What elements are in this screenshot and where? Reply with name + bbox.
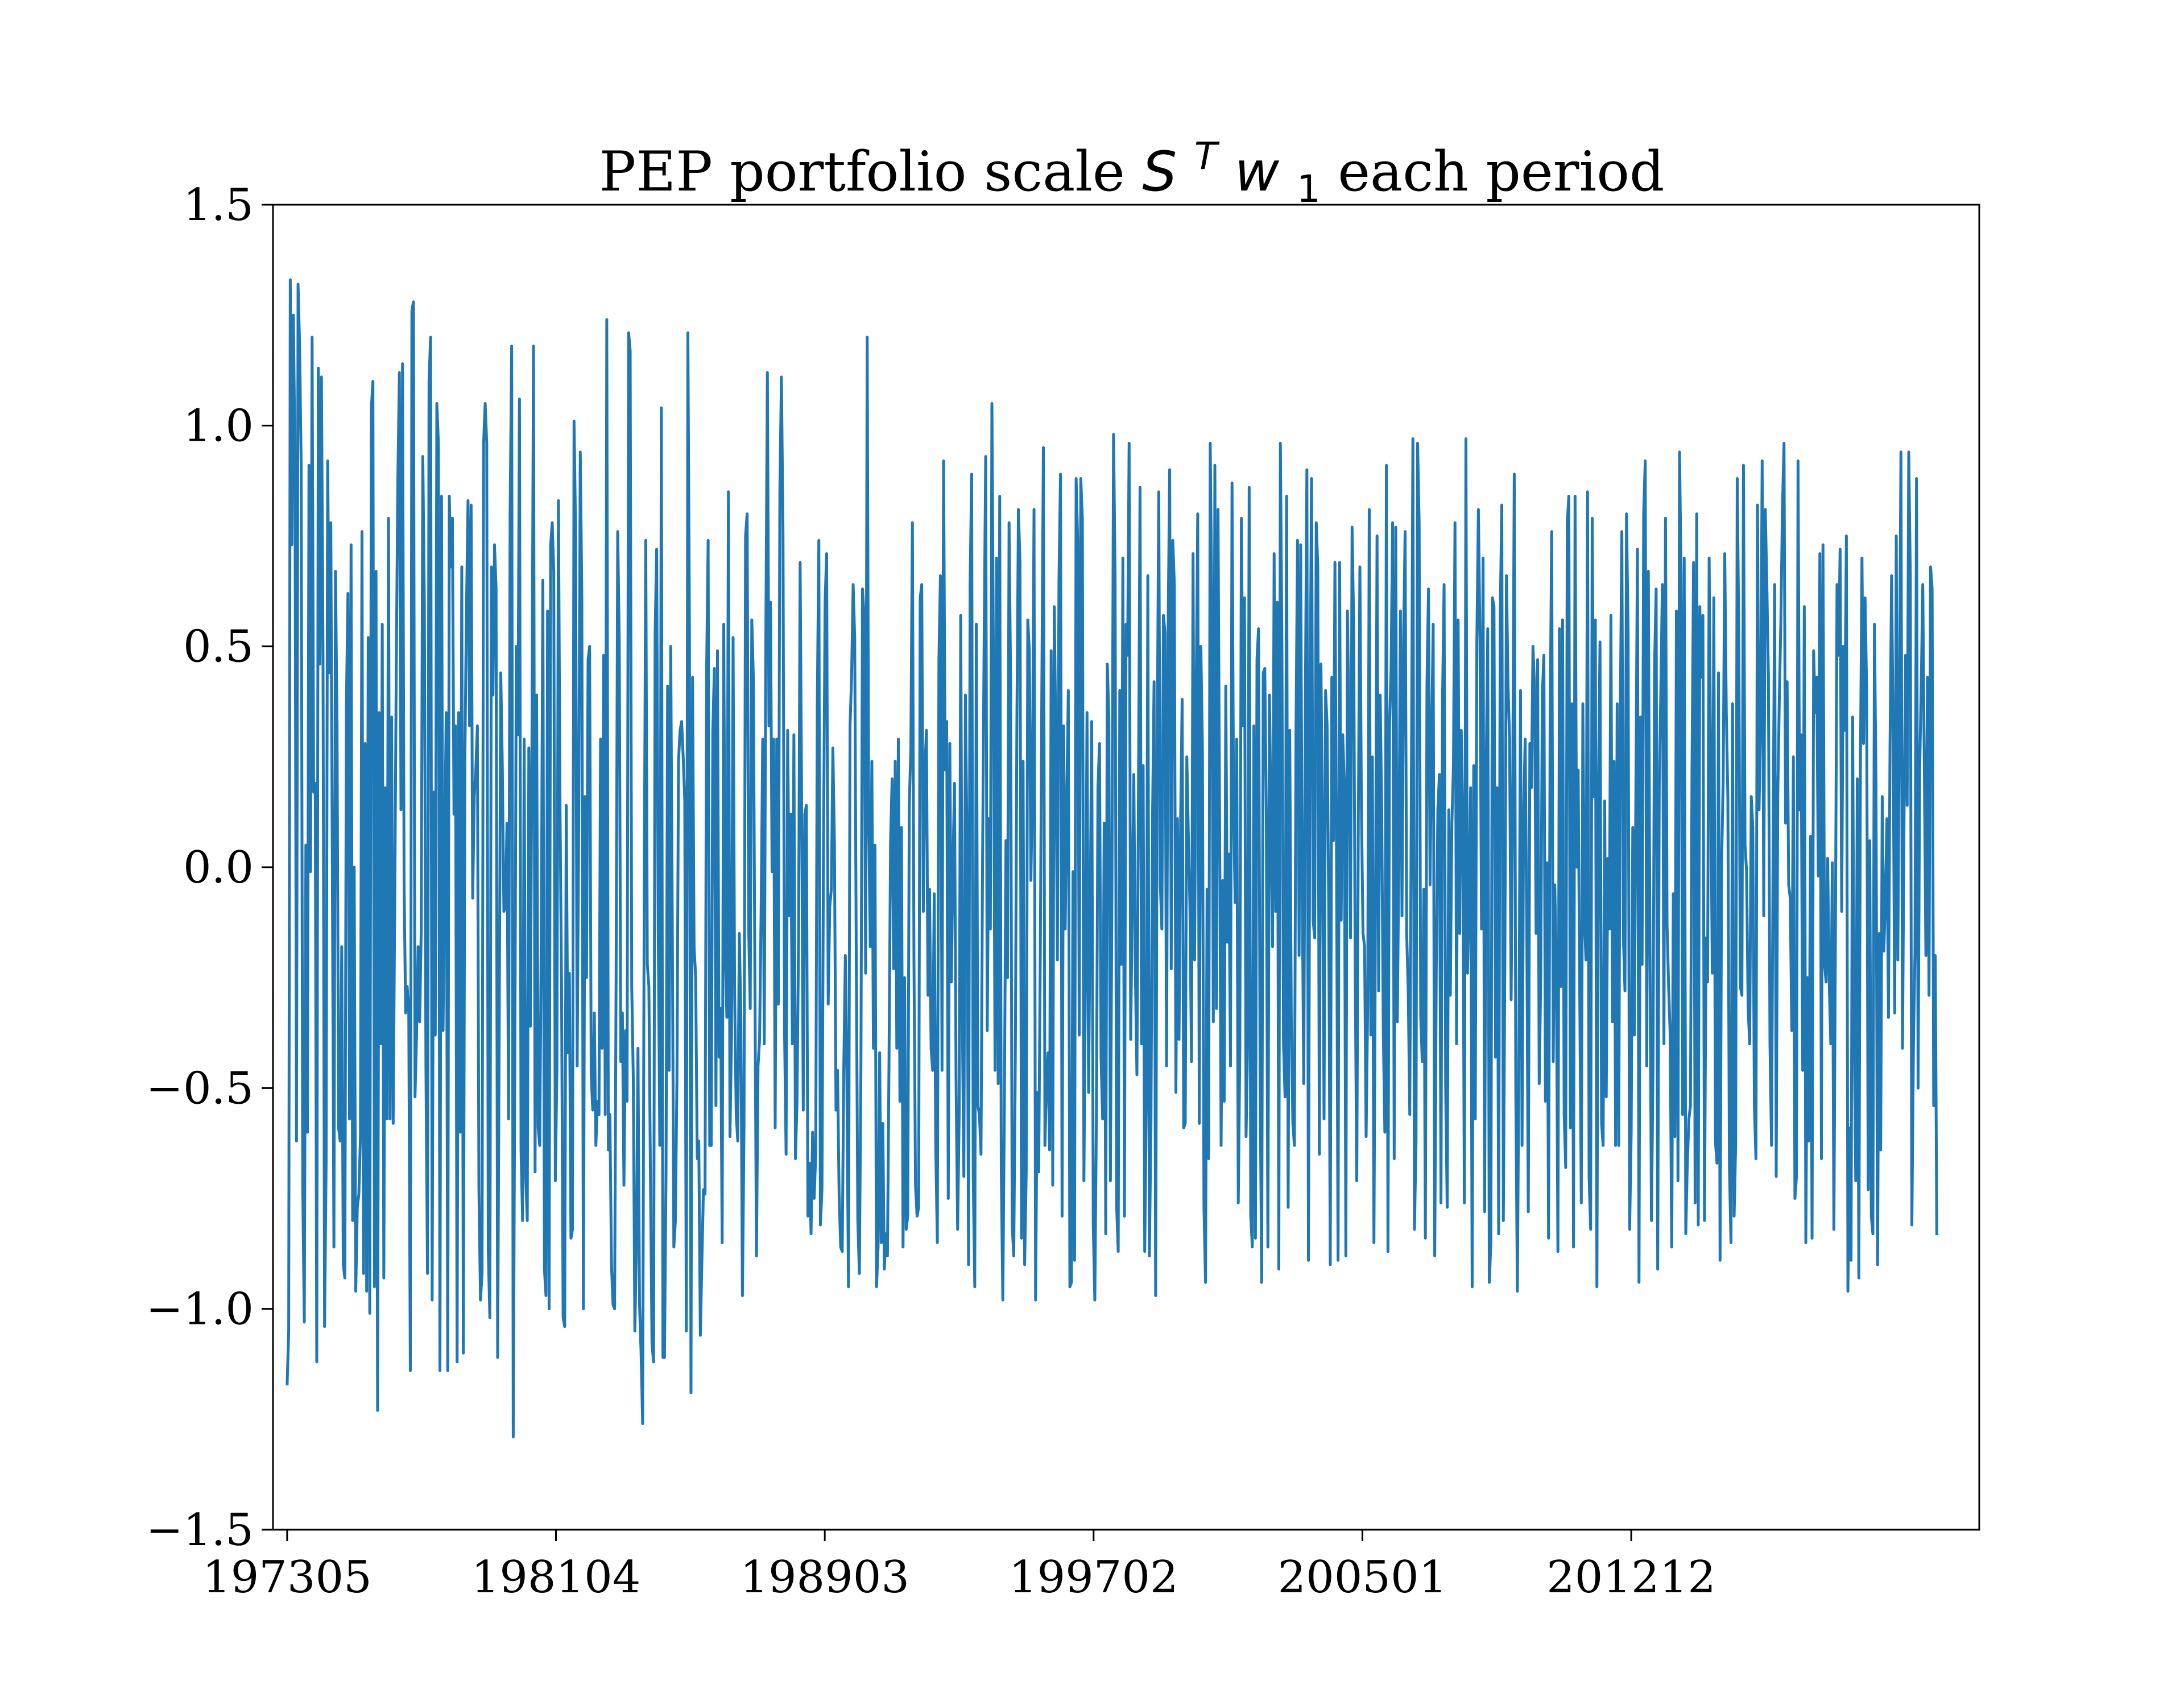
- x-tick-label: 198903: [740, 1552, 909, 1603]
- y-tick-label: 0.0: [183, 842, 254, 893]
- chart-title: PEP portfolio scale S T w 1 each period: [599, 118, 1665, 215]
- title-math-variable: w: [1235, 140, 1280, 204]
- y-axis: −1.5 −1.0 −0.5 0.0 0.5 1.0 1.5: [146, 180, 273, 1556]
- y-tick-label: −1.0: [146, 1284, 254, 1335]
- title-math-subscript: 1: [1297, 167, 1321, 211]
- y-tick-label: 1.5: [183, 180, 254, 231]
- title-math-superscript: T: [1194, 134, 1220, 178]
- x-tick-label: 199702: [1009, 1552, 1178, 1603]
- x-tick-label: 201212: [1546, 1552, 1716, 1603]
- title-suffix: each period: [1338, 140, 1664, 204]
- x-tick-label: 197305: [202, 1552, 372, 1603]
- x-tick-label: 200501: [1278, 1552, 1447, 1603]
- y-tick-label: −0.5: [146, 1063, 254, 1114]
- title-prefix: PEP portfolio scale: [599, 140, 1143, 204]
- y-tick-label: 1.0: [183, 400, 254, 452]
- x-tick-label: 198104: [471, 1552, 641, 1603]
- x-axis: 197305 198104 198903 199702 200501 201212: [202, 1530, 1716, 1603]
- y-tick-label: 0.5: [183, 622, 254, 673]
- title-math-base: S: [1142, 140, 1177, 204]
- series-layer: [286, 278, 1938, 1439]
- series-line-0: [286, 278, 1938, 1439]
- y-tick-label: −1.5: [146, 1505, 254, 1556]
